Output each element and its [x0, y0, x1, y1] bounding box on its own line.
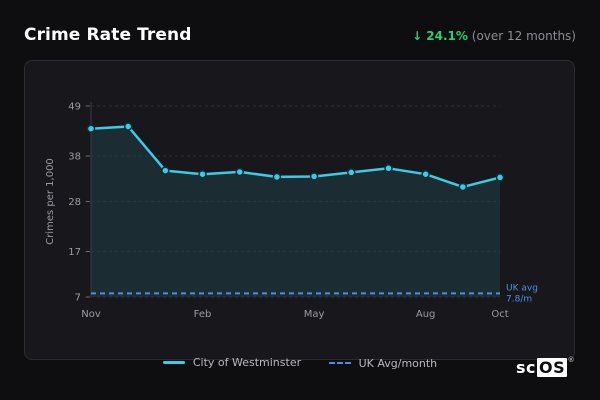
series-point[interactable]: [198, 169, 207, 179]
legend-label-uk-avg: UK Avg/month: [358, 356, 438, 370]
legend-swatch-series: [162, 361, 185, 364]
scos-logo: sc OS ®: [516, 356, 576, 377]
legend-swatch-uk-avg: [328, 362, 351, 364]
series-area: [91, 126, 500, 297]
chart-title: Crime Rate Trend: [24, 25, 192, 45]
chart-card: [24, 60, 575, 360]
series-point[interactable]: [309, 172, 319, 181]
legend-label-series: City of Westminster: [192, 356, 302, 369]
series-point[interactable]: [384, 164, 393, 173]
y-tick-label: 38: [68, 152, 81, 163]
series-point[interactable]: [235, 167, 244, 177]
axes: 7 17 28 38 49 Nov Feb May Aug Oct: [68, 102, 508, 321]
y-tick-label: 28: [68, 197, 81, 208]
series-line: [90, 125, 501, 189]
series-point[interactable]: [123, 122, 133, 131]
x-tick-label: Aug: [416, 309, 436, 320]
series-point[interactable]: [272, 172, 282, 182]
trend-change: ↓ 24.1% (over 12 months): [412, 29, 576, 43]
series-point[interactable]: [421, 169, 430, 179]
x-tick-label: Nov: [81, 309, 101, 320]
series-point[interactable]: [458, 182, 468, 192]
y-tick-label: 49: [68, 102, 81, 113]
trend-change-period: (over 12 months): [471, 29, 576, 43]
x-tick-label: May: [304, 309, 325, 320]
legend-item-series[interactable]: City of Westminster: [162, 356, 302, 369]
uk-avg-label-line2: 7.8/m: [506, 294, 532, 304]
series-points: [86, 122, 505, 192]
series-point[interactable]: [161, 166, 170, 175]
series-point[interactable]: [86, 124, 96, 133]
x-tick-label: Oct: [491, 309, 508, 320]
uk-avg-label-line1: UK avg: [506, 283, 538, 293]
y-axis-label: Crimes per 1,000: [45, 158, 56, 245]
series-point[interactable]: [347, 168, 356, 177]
y-tick-label: 17: [68, 247, 81, 258]
x-tick-label: Feb: [194, 309, 212, 320]
trend-change-value: ↓ 24.1%: [412, 29, 468, 43]
legend: City of Westminster UK Avg/month: [0, 354, 600, 370]
legend-item-uk-avg[interactable]: UK Avg/month: [328, 356, 438, 370]
series-point[interactable]: [495, 173, 505, 182]
y-tick-label: 7: [75, 293, 81, 304]
